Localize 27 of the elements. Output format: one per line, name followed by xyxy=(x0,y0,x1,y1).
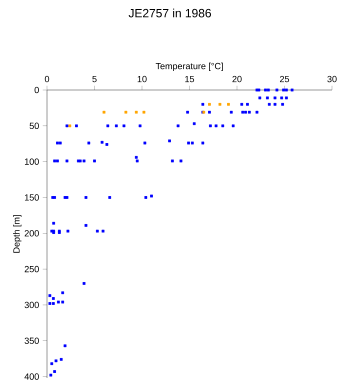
chart-title: JE2757 in 1986 xyxy=(128,8,211,18)
y-axis-title: Depth [m] xyxy=(13,215,22,253)
y-tick-label: 400 xyxy=(24,373,39,380)
x-tick-label: 30 xyxy=(327,76,337,82)
point xyxy=(218,102,222,106)
y-tick-label: 300 xyxy=(24,302,39,308)
y-tick-label: 250 xyxy=(24,266,39,272)
y-tick-label: 0 xyxy=(34,86,39,94)
x-tick-label: 15 xyxy=(185,76,194,82)
y-tick-label: 150 xyxy=(24,194,39,201)
y-tick-label: 100 xyxy=(24,158,39,165)
point xyxy=(142,110,146,114)
x-tick-label: 25 xyxy=(280,76,290,82)
point xyxy=(124,110,128,114)
point xyxy=(208,102,211,106)
point xyxy=(102,110,106,114)
point xyxy=(227,102,230,106)
y-tick-label: 50 xyxy=(30,122,39,130)
y-tick-label: 350 xyxy=(24,338,39,344)
x-tick-label: 10 xyxy=(138,76,147,82)
x-axis-title: Temperature [°C] xyxy=(156,62,223,72)
point xyxy=(134,110,138,114)
x-tick-label: 5 xyxy=(92,76,97,82)
y-tick-label: 200 xyxy=(24,230,39,236)
x-tick-label: 0 xyxy=(44,76,50,82)
x-tick-label: 20 xyxy=(232,76,242,82)
point xyxy=(68,124,72,128)
